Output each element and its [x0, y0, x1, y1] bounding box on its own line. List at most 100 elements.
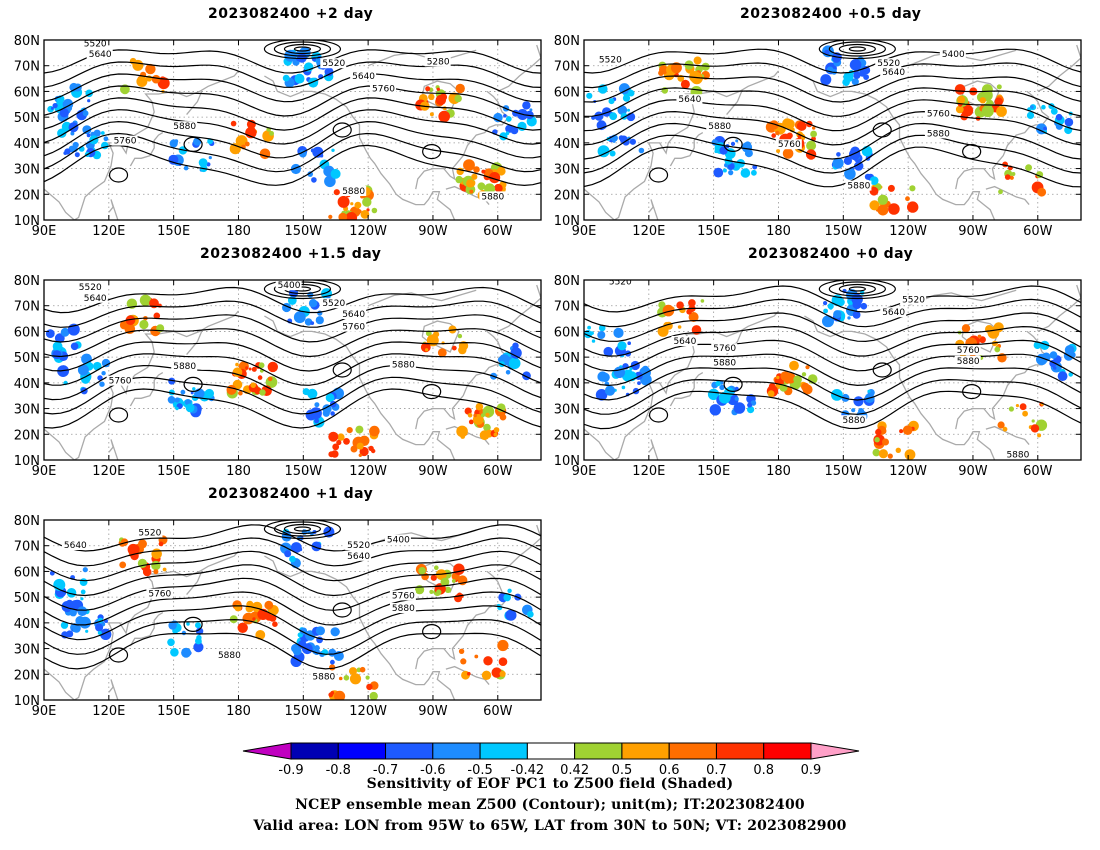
colorbar-tick-label: -0.7 [373, 763, 398, 778]
shade-cell [493, 432, 498, 437]
shade-cell [735, 139, 739, 143]
shade-cell [436, 589, 442, 595]
contour-label: 5880 [392, 604, 415, 614]
shade-cell [82, 567, 88, 573]
shade-cell [833, 296, 842, 305]
contour-label: 5640 [342, 310, 365, 320]
shade-cell [467, 671, 471, 676]
sensitivity-shading [45, 288, 531, 458]
shade-cell [1019, 403, 1027, 411]
shade-cell [167, 396, 176, 404]
coastlines [584, 44, 1081, 220]
shade-cell [823, 301, 828, 306]
shade-cell [369, 691, 378, 700]
shade-cell [979, 97, 986, 104]
contour-low-center [263, 280, 342, 300]
shade-cell [775, 130, 780, 136]
contour-label-bg [389, 590, 416, 601]
shade-cell [330, 659, 335, 665]
shade-cell [349, 673, 362, 685]
shade-cell [494, 183, 503, 192]
shade-cell [1049, 351, 1058, 359]
shade-cell [60, 621, 69, 629]
shade-cell [310, 321, 315, 325]
sensitivity-shading [47, 46, 537, 220]
coastline-segment [445, 425, 490, 446]
lon-tick-label: 60W [483, 464, 513, 479]
shade-cell [85, 629, 89, 633]
contour-low-center [838, 283, 876, 295]
shade-cell [307, 388, 318, 399]
shade-cell [80, 597, 84, 601]
contour-line [44, 524, 541, 552]
shade-cell [120, 84, 130, 95]
lon-tick-label: 90E [572, 464, 597, 479]
shade-cell [333, 189, 340, 196]
contour-label-bg [106, 375, 133, 386]
contour-low-center [263, 520, 342, 540]
shade-cell [245, 366, 249, 370]
contour-closed-cell [332, 122, 352, 138]
shade-cell [1041, 104, 1046, 110]
contour-line [44, 300, 541, 328]
shade-cell [474, 654, 479, 659]
shade-cell [97, 630, 102, 635]
shade-cell [658, 70, 664, 76]
shade-cell [1057, 371, 1068, 381]
coastline-segment [584, 70, 779, 220]
shade-cell [638, 147, 645, 154]
shade-cell [595, 389, 608, 401]
contour-low-center [273, 521, 332, 537]
contour-line [584, 48, 1081, 74]
shade-cell [74, 152, 80, 158]
contour-label-bg [340, 321, 367, 332]
shade-cell [782, 148, 794, 159]
shade-cell [887, 184, 895, 192]
shade-cell [497, 639, 509, 652]
contour-line [44, 605, 541, 641]
shade-cell [827, 303, 834, 310]
lon-tick-label: 150W [284, 704, 322, 719]
contour-label-bg [954, 355, 981, 366]
contour-label-bg [320, 298, 347, 309]
lon-tick-label: 90E [572, 224, 597, 239]
shade-cell [869, 200, 880, 211]
shade-cell [259, 389, 266, 396]
shade-cell [345, 212, 358, 220]
shade-cell [594, 111, 604, 121]
contour-label-bg [310, 671, 337, 682]
lon-tick-label: 150E [157, 464, 190, 479]
shade-cell [244, 141, 250, 147]
shade-cell [293, 311, 306, 324]
shade-cell [328, 431, 339, 442]
contour-label-bg [954, 345, 981, 355]
contour-closed-cell [422, 384, 442, 400]
contour-line [44, 564, 541, 597]
shade-cell [863, 74, 869, 80]
shade-cell [418, 567, 426, 575]
contour-label-bg [880, 307, 907, 318]
sensitivity-shading [49, 526, 534, 700]
colorbar-box [763, 742, 812, 760]
contour-line [44, 537, 541, 567]
shade-cell [458, 341, 469, 351]
shade-cell [847, 316, 851, 320]
shade-cell [169, 139, 178, 148]
colorbar-tick-label: -0.6 [420, 763, 445, 778]
colorbar-tick-label: 0.5 [612, 763, 633, 778]
contour-label: 5640 [84, 294, 107, 304]
shade-cell [899, 429, 904, 434]
shade-cell [843, 156, 853, 165]
caption-line-2: NCEP ensemble mean Z500 (Contour); unit(… [295, 797, 805, 813]
shade-cell [997, 421, 1005, 429]
contour-label: 5760 [957, 346, 980, 356]
shade-cell [270, 381, 275, 386]
z500-contours [44, 40, 541, 187]
coastline-segment [1037, 284, 1081, 332]
shade-cell [505, 370, 511, 375]
shade-cell [315, 316, 324, 325]
shade-cell [822, 315, 834, 328]
contour-label: 5880 [218, 651, 241, 661]
lat-tick-label: 60N [554, 85, 580, 100]
coastline-segment [445, 665, 490, 686]
